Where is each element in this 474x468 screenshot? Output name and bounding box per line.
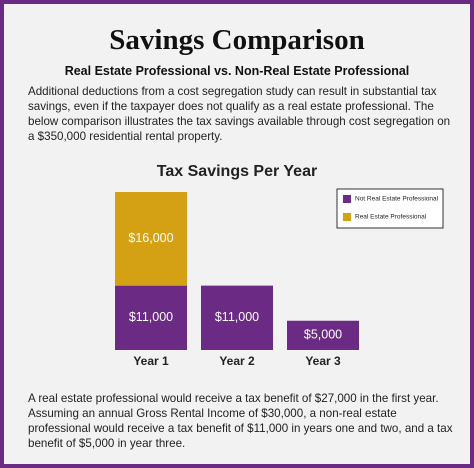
bar xyxy=(287,320,359,350)
x-tick-label: Year 2 xyxy=(219,354,255,368)
intro-text: Additional deductions from a cost segreg… xyxy=(28,85,451,143)
chart-title: Tax Savings Per Year xyxy=(157,163,317,180)
legend-label: Not Real Estate Professional xyxy=(355,196,439,203)
bar xyxy=(115,285,187,350)
footer-text: A real estate professional would receive… xyxy=(28,392,453,450)
legend-box xyxy=(336,188,444,229)
value-label: $11,000 xyxy=(129,310,173,324)
legend-label: Real Estate Professional xyxy=(355,214,427,221)
bar xyxy=(201,285,273,350)
bar xyxy=(115,192,187,286)
legend-swatch xyxy=(343,213,351,221)
chart: Tax Savings Per Year $11,000 $16,000 Year … xyxy=(115,163,444,368)
page-title: Savings Comparison xyxy=(109,24,365,56)
x-tick-label: Year 1 xyxy=(133,354,169,368)
value-label: $16,000 xyxy=(128,231,173,245)
value-label: $11,000 xyxy=(215,310,259,324)
value-label: $5,000 xyxy=(304,328,342,342)
x-tick-label: Year 3 xyxy=(305,354,341,368)
page-subtitle: Real Estate Professional vs. Non-Real Es… xyxy=(64,64,410,78)
legend-swatch xyxy=(343,195,351,203)
